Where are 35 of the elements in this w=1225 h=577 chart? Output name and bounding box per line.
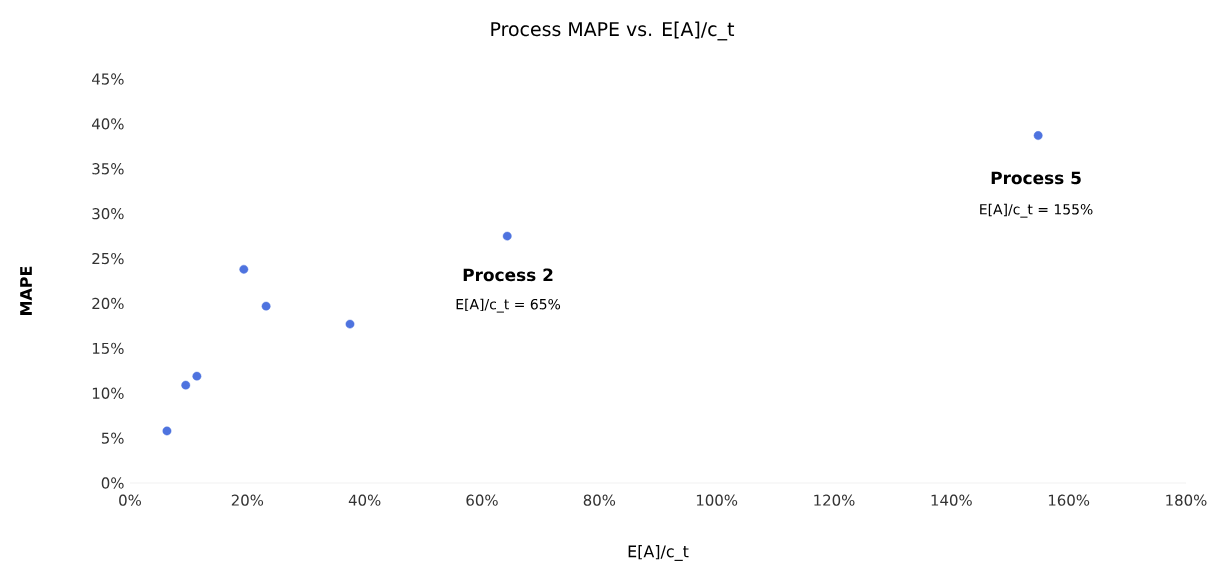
y-axis-title: MAPE	[20, 266, 32, 315]
x-tick-label: 180%	[1166, 494, 1207, 506]
y-tick-label: 0%	[101, 477, 124, 489]
point	[239, 264, 249, 274]
x-tick-label: 160%	[1048, 494, 1090, 506]
y-tick-label: 40%	[92, 118, 124, 130]
chart-title: Process MAPE vs. E[A]/c_t	[491, 21, 735, 41]
point	[192, 371, 202, 381]
point	[261, 301, 271, 311]
y-tick-label: 25%	[92, 252, 124, 265]
x-tick-label: 0%	[119, 494, 142, 506]
annotation: E[A]/c_t = 155%	[980, 203, 1093, 218]
point	[345, 319, 355, 329]
x-tick-label: 120%	[814, 494, 855, 506]
y-tick-label: 5%	[101, 432, 124, 444]
x-tick-label: 40%	[348, 494, 381, 506]
point	[502, 231, 512, 241]
y-tick-label: 10%	[92, 387, 124, 399]
point	[162, 426, 172, 436]
y-tick-label: 35%	[92, 163, 124, 175]
x-tick-label: 60%	[466, 494, 498, 506]
annotation: Process 5	[991, 171, 1081, 185]
x-tick-label: 140%	[931, 494, 972, 506]
annotation: E[A]/c_t = 65%	[456, 298, 561, 313]
x-tick-label: 20%	[231, 494, 264, 506]
x-axis-title: E[A]/c_t	[628, 545, 689, 561]
y-tick-label: 15%	[92, 342, 124, 354]
point	[1033, 131, 1043, 140]
x-tick-label: 80%	[583, 494, 616, 506]
x-tick-label: 100%	[696, 494, 738, 506]
y-tick-label: 30%	[92, 208, 124, 220]
point	[181, 380, 191, 390]
y-tick-label: 45%	[92, 73, 124, 85]
annotation: Process 2	[463, 268, 553, 282]
y-tick-label: 20%	[92, 297, 124, 310]
